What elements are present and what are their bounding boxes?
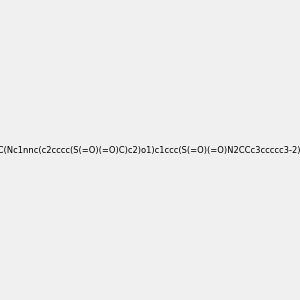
Text: O=C(Nc1nnc(c2cccc(S(=O)(=O)C)c2)o1)c1ccc(S(=O)(=O)N2CCc3ccccc3-2)cc1: O=C(Nc1nnc(c2cccc(S(=O)(=O)C)c2)o1)c1ccc… [0,146,300,154]
